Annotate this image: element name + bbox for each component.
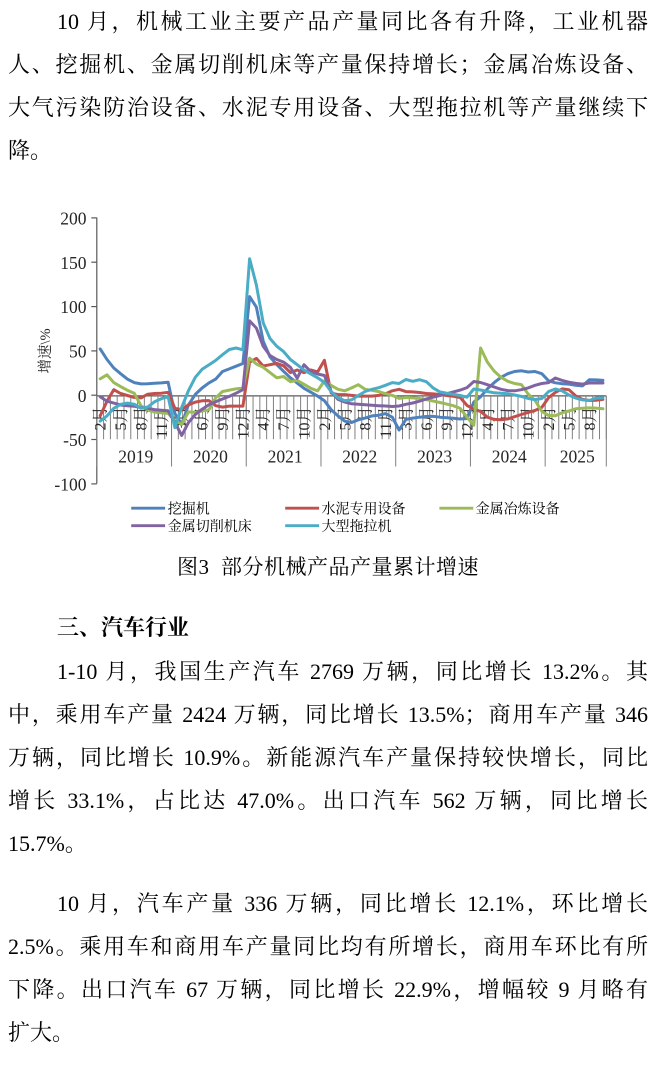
svg-text:金属冶炼设备: 金属冶炼设备 <box>476 502 560 518</box>
svg-text:50: 50 <box>69 342 87 362</box>
svg-text:2月: 2月 <box>316 407 334 431</box>
svg-text:-50: -50 <box>63 430 87 450</box>
svg-text:2020: 2020 <box>193 447 228 467</box>
svg-text:增速\%: 增速\% <box>36 328 54 373</box>
svg-text:10月: 10月 <box>296 407 314 439</box>
svg-text:2024: 2024 <box>492 447 527 467</box>
svg-text:-100: -100 <box>54 475 86 495</box>
svg-text:0: 0 <box>78 386 87 406</box>
svg-text:4月: 4月 <box>255 407 273 431</box>
svg-text:金属切削机床: 金属切削机床 <box>168 518 252 535</box>
svg-text:2023: 2023 <box>417 447 452 467</box>
svg-text:2022: 2022 <box>342 447 377 467</box>
svg-text:5月: 5月 <box>112 407 130 431</box>
svg-text:9月: 9月 <box>214 407 232 431</box>
svg-text:11月: 11月 <box>377 407 395 438</box>
svg-text:150: 150 <box>60 253 87 273</box>
svg-text:12月: 12月 <box>234 407 252 439</box>
svg-text:100: 100 <box>60 297 87 317</box>
svg-text:2月: 2月 <box>540 407 558 431</box>
svg-text:6月: 6月 <box>418 407 436 431</box>
svg-text:7月: 7月 <box>275 407 293 431</box>
svg-text:2月: 2月 <box>92 407 110 431</box>
svg-text:12月: 12月 <box>459 407 477 439</box>
svg-text:2019: 2019 <box>118 447 153 467</box>
svg-text:5月: 5月 <box>336 407 354 431</box>
svg-text:大型拖拉机: 大型拖拉机 <box>322 518 392 535</box>
svg-text:水泥专用设备: 水泥专用设备 <box>322 501 406 518</box>
svg-text:2025: 2025 <box>560 447 595 467</box>
svg-text:挖掘机: 挖掘机 <box>168 501 210 518</box>
svg-text:2021: 2021 <box>268 447 303 467</box>
svg-text:8月: 8月 <box>133 407 151 431</box>
svg-text:200: 200 <box>60 209 87 229</box>
svg-text:8月: 8月 <box>581 407 599 431</box>
